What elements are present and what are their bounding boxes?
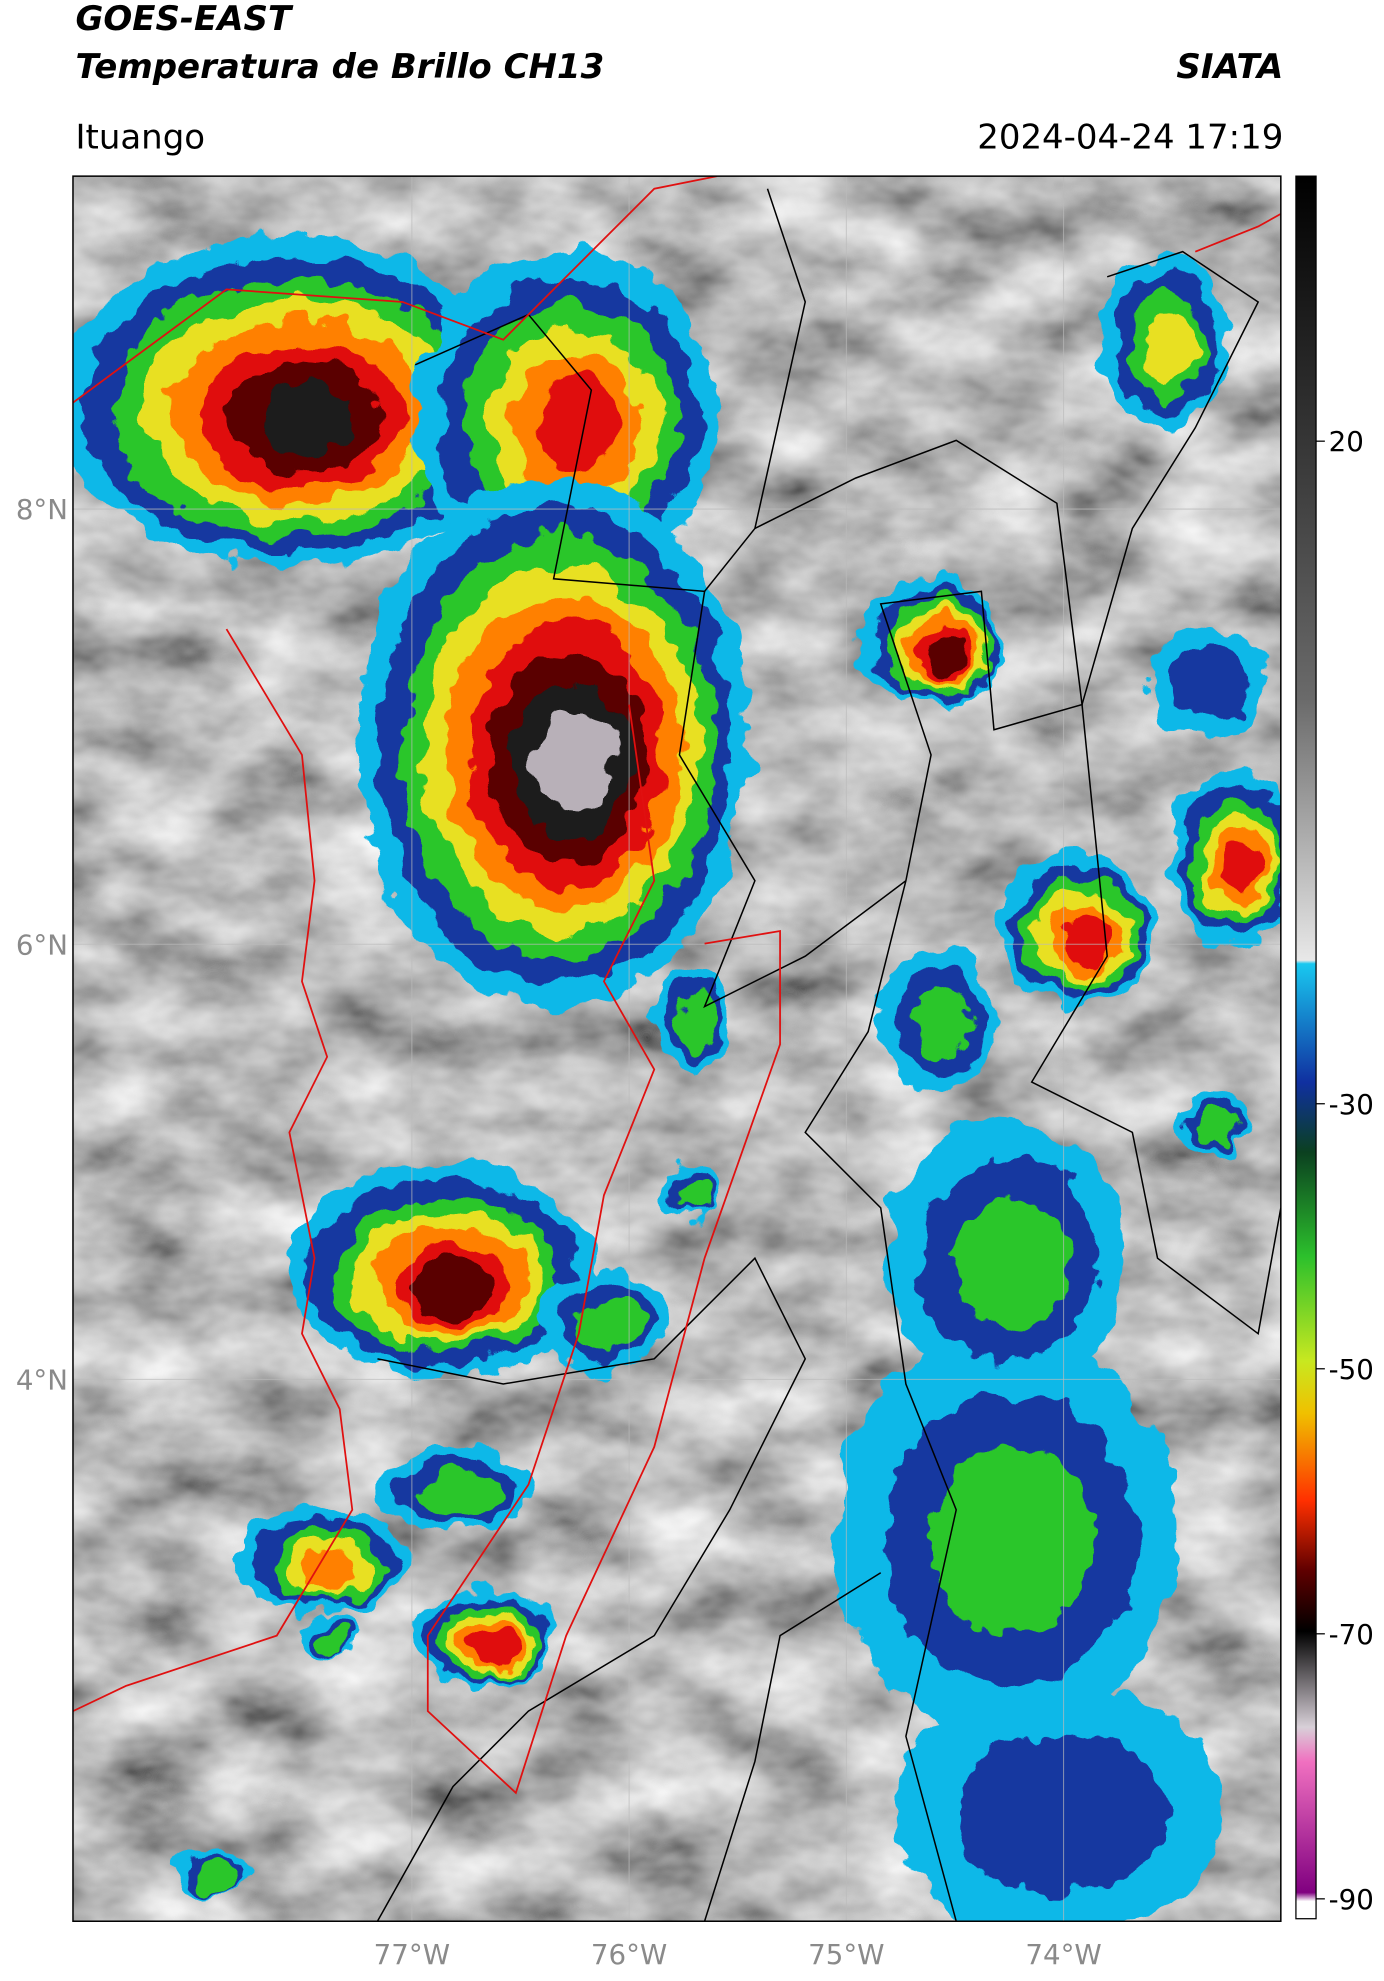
datetime: 2024-04-24 17:19: [977, 117, 1283, 157]
location: Ituango: [75, 117, 205, 157]
cloud-layer: [955, 1733, 1164, 1896]
source: SIATA: [1176, 47, 1283, 87]
colorbar-tick-label: -90: [1329, 1883, 1374, 1916]
borders: [376, 188, 1281, 1922]
cloud-layer: [576, 1298, 642, 1354]
colorbar-tick-label: 20: [1329, 425, 1364, 458]
cloud-layer: [675, 997, 719, 1052]
axes: 77°W 76°W 75°W 74°W 8°N 6°N 4°N: [16, 493, 1102, 1971]
cloud-layer: [931, 1445, 1092, 1635]
cloud-layer: [474, 1629, 520, 1667]
title: GOES-EAST: [75, 0, 293, 39]
colorbar-tick-label: -50: [1329, 1353, 1374, 1386]
subtitle: Temperatura de Brillo CH13: [75, 47, 604, 87]
y-tick-label: 4°N: [16, 1363, 68, 1396]
cloud-layer: [680, 1181, 714, 1215]
cloud-layer: [301, 1549, 361, 1591]
cloud-layer: [314, 1628, 350, 1658]
y-tick-label: 6°N: [16, 928, 68, 961]
cloud-layer: [925, 637, 967, 677]
cloud-layer: [419, 1471, 497, 1521]
cloud-layer: [197, 1861, 241, 1891]
cloud-layer: [1224, 841, 1267, 895]
cloud-layer: [536, 382, 622, 474]
cloud-layer: [534, 711, 613, 813]
x-tick-label: 76°W: [591, 1938, 667, 1971]
cloud-layer: [257, 383, 357, 458]
x-tick-label: 75°W: [808, 1938, 884, 1971]
cloud-layer: [417, 1257, 494, 1315]
cloud-layer: [912, 987, 973, 1061]
cloud-layer: [1064, 919, 1113, 968]
colorbar-tick-label: -30: [1329, 1088, 1374, 1121]
grid: [72, 176, 1281, 1922]
x-tick-label: 74°W: [1025, 1938, 1101, 1971]
region-border: [72, 176, 1281, 1795]
cloud-layer: [1171, 643, 1249, 721]
map-image: [72, 176, 1281, 1922]
clouds: [72, 237, 1281, 1922]
colorbar-ticks: 20 -30 -50 -70 -90: [1316, 425, 1374, 1916]
y-tick-label: 8°N: [16, 493, 68, 526]
cloud-layer: [1144, 312, 1199, 382]
colorbar: [1295, 175, 1317, 1920]
cloud-layer: [1200, 1103, 1238, 1147]
colorbar-tick-label: -70: [1329, 1618, 1374, 1651]
cloud-layer: [953, 1196, 1070, 1330]
map-frame: [72, 175, 1282, 1922]
x-tick-label: 77°W: [374, 1938, 450, 1971]
